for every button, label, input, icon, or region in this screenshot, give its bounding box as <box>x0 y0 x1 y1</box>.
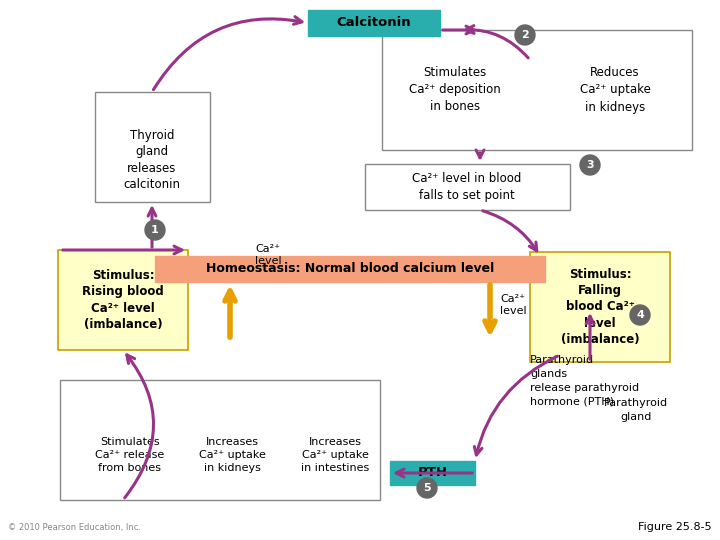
Text: 5: 5 <box>423 483 431 493</box>
Text: 4: 4 <box>636 310 644 320</box>
FancyBboxPatch shape <box>308 10 440 36</box>
Text: Reduces
Ca²⁺ uptake
in kidneys: Reduces Ca²⁺ uptake in kidneys <box>580 66 650 113</box>
FancyBboxPatch shape <box>95 92 210 202</box>
FancyBboxPatch shape <box>58 250 188 350</box>
Circle shape <box>580 155 600 175</box>
Text: Ca²⁺
level: Ca²⁺ level <box>500 294 526 316</box>
Text: Parathyroid
gland: Parathyroid gland <box>604 399 668 422</box>
FancyBboxPatch shape <box>530 252 670 362</box>
FancyBboxPatch shape <box>382 30 692 150</box>
Text: Stimulus:
Rising blood
Ca²⁺ level
(imbalance): Stimulus: Rising blood Ca²⁺ level (imbal… <box>82 269 164 331</box>
Text: Thyroid
gland
releases
calcitonin: Thyroid gland releases calcitonin <box>124 129 181 191</box>
Text: Increases
Ca²⁺ uptake
in kidneys: Increases Ca²⁺ uptake in kidneys <box>199 437 266 473</box>
Circle shape <box>630 305 650 325</box>
FancyBboxPatch shape <box>155 256 545 282</box>
Text: Ca²⁺
level: Ca²⁺ level <box>255 244 282 266</box>
Text: Stimulus:
Falling
blood Ca²⁺
level
(imbalance): Stimulus: Falling blood Ca²⁺ level (imba… <box>561 267 639 347</box>
Text: Stimulates
Ca²⁺ deposition
in bones: Stimulates Ca²⁺ deposition in bones <box>409 66 501 113</box>
Text: 2: 2 <box>521 30 529 40</box>
Text: Parathyroid
glands
release parathyroid
hormone (PTH): Parathyroid glands release parathyroid h… <box>530 355 639 407</box>
Text: Calcitonin: Calcitonin <box>337 17 411 30</box>
Text: Homeostasis: Normal blood calcium level: Homeostasis: Normal blood calcium level <box>206 262 494 275</box>
Text: Figure 25.8-5: Figure 25.8-5 <box>639 522 712 532</box>
Circle shape <box>145 220 165 240</box>
Text: 3: 3 <box>586 160 594 170</box>
Text: © 2010 Pearson Education, Inc.: © 2010 Pearson Education, Inc. <box>8 523 141 532</box>
Text: Ca²⁺ level in blood
falls to set point: Ca²⁺ level in blood falls to set point <box>413 172 522 202</box>
FancyBboxPatch shape <box>60 380 380 500</box>
Circle shape <box>417 478 437 498</box>
Circle shape <box>515 25 535 45</box>
FancyBboxPatch shape <box>365 164 570 210</box>
Text: PTH: PTH <box>418 467 448 480</box>
Text: Stimulates
Ca²⁺ release
from bones: Stimulates Ca²⁺ release from bones <box>95 437 165 473</box>
FancyBboxPatch shape <box>390 461 475 485</box>
Text: 1: 1 <box>151 225 159 235</box>
Text: Increases
Ca²⁺ uptake
in intestines: Increases Ca²⁺ uptake in intestines <box>301 437 369 473</box>
